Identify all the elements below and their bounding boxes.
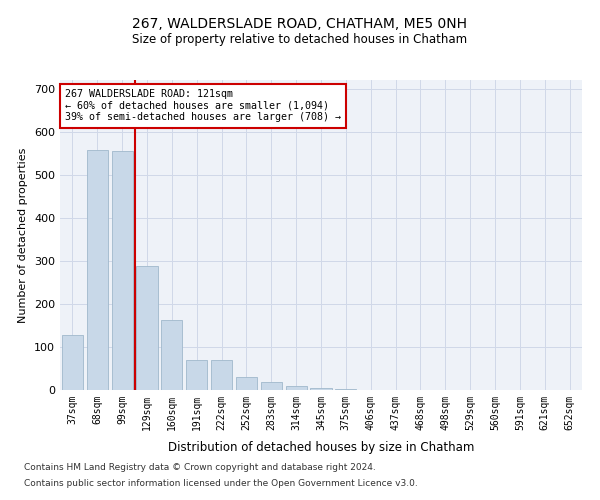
Bar [261, 382, 282, 390]
Bar [211, 360, 232, 390]
Bar [310, 388, 332, 390]
Bar [62, 336, 83, 390]
Bar [286, 386, 307, 390]
Text: Contains HM Land Registry data © Crown copyright and database right 2024.: Contains HM Land Registry data © Crown c… [24, 464, 376, 472]
Bar [236, 376, 257, 390]
Text: 267 WALDERSLADE ROAD: 121sqm
← 60% of detached houses are smaller (1,094)
39% of: 267 WALDERSLADE ROAD: 121sqm ← 60% of de… [65, 90, 341, 122]
Text: Contains public sector information licensed under the Open Government Licence v3: Contains public sector information licen… [24, 478, 418, 488]
Text: Size of property relative to detached houses in Chatham: Size of property relative to detached ho… [133, 32, 467, 46]
Bar [87, 150, 108, 390]
Bar [335, 388, 356, 390]
Bar [186, 360, 207, 390]
Y-axis label: Number of detached properties: Number of detached properties [19, 148, 28, 322]
Bar [136, 266, 158, 390]
Bar [112, 151, 133, 390]
X-axis label: Distribution of detached houses by size in Chatham: Distribution of detached houses by size … [168, 441, 474, 454]
Bar [161, 320, 182, 390]
Text: 267, WALDERSLADE ROAD, CHATHAM, ME5 0NH: 267, WALDERSLADE ROAD, CHATHAM, ME5 0NH [133, 18, 467, 32]
